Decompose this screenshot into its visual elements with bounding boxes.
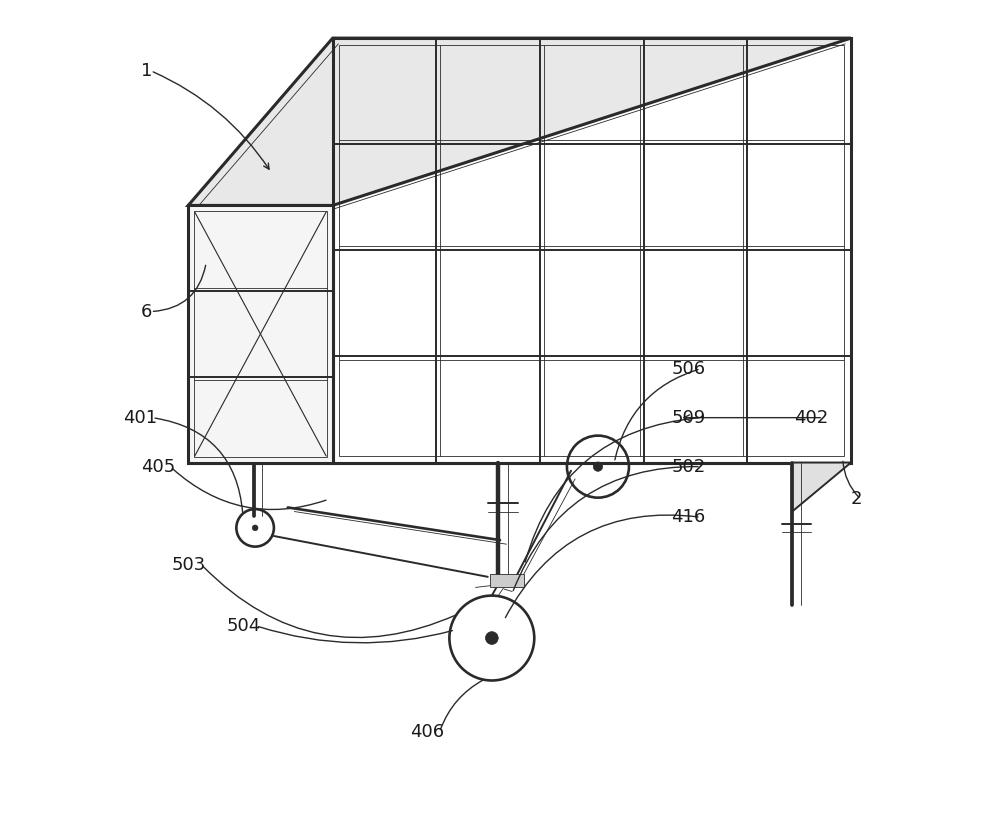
Text: 1: 1 xyxy=(141,61,152,79)
Text: 402: 402 xyxy=(794,409,828,427)
Polygon shape xyxy=(188,38,851,206)
Circle shape xyxy=(252,525,258,531)
Text: 502: 502 xyxy=(671,458,706,476)
Text: 503: 503 xyxy=(172,555,206,573)
Text: 406: 406 xyxy=(410,723,444,741)
Text: 6: 6 xyxy=(141,302,152,320)
Text: 405: 405 xyxy=(141,458,175,476)
Polygon shape xyxy=(188,206,333,463)
Polygon shape xyxy=(792,463,851,512)
Text: 2: 2 xyxy=(851,491,862,509)
Polygon shape xyxy=(490,574,524,587)
Text: 504: 504 xyxy=(227,617,261,635)
Text: 401: 401 xyxy=(123,409,157,427)
Text: 506: 506 xyxy=(671,360,706,378)
Text: 416: 416 xyxy=(671,509,706,527)
Circle shape xyxy=(593,462,603,471)
Text: 509: 509 xyxy=(671,409,706,427)
Circle shape xyxy=(485,631,498,645)
